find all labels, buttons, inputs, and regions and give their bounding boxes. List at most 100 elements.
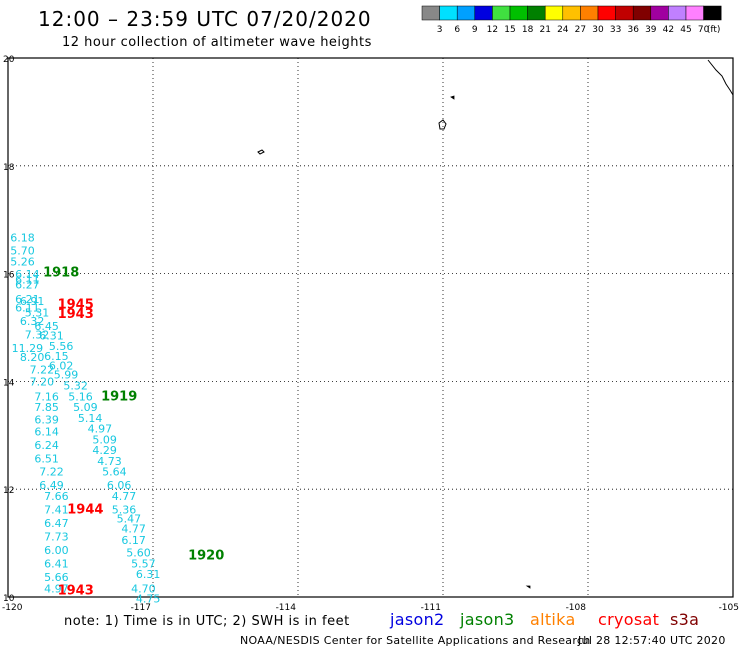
swh-label: 4.97 [44, 583, 69, 596]
legend-swatch [527, 5, 546, 21]
satellite-altika: altika [530, 610, 576, 629]
swh-label: 6.18 [10, 231, 35, 244]
axis-tick-labels: -120 -117 -114 -111 -108 -105 10 12 14 16 18 20 [2, 55, 739, 613]
swh-label: 6.21 [15, 293, 40, 306]
swh-label: 6.06 [107, 479, 132, 492]
legend-label: 36 [627, 25, 639, 35]
island-socorro [438, 119, 447, 130]
swh-label: 5.64 [102, 466, 127, 479]
satellite-jason2: jason2 [389, 610, 445, 629]
swh-label: 5.47 [117, 513, 142, 526]
time-label: 1945 [58, 298, 94, 313]
legend-swatch [562, 5, 581, 21]
legend-swatch [421, 5, 440, 21]
legend-label: 45 [680, 25, 691, 35]
legend-swatch [650, 5, 669, 21]
y-tick-label: 14 [3, 378, 15, 388]
lat-lon-grid [8, 58, 733, 597]
swh-label: 6.00 [44, 544, 69, 557]
swh-label: 5.26 [10, 256, 35, 269]
footer-credit: NOAA/NESDIS Center for Satellite Applica… [240, 634, 591, 647]
legend-label: 15 [504, 25, 515, 35]
legend-swatch [492, 5, 511, 21]
legend-swatch [668, 5, 687, 21]
island-san-benedicto [450, 95, 455, 100]
time-label: 1943 [58, 583, 94, 598]
legend-swatch [474, 5, 493, 21]
legend-label: 9 [472, 25, 478, 35]
swh-label: 6.02 [49, 360, 74, 373]
legend-label: 6 [454, 25, 460, 35]
swh-label: 5.36 [112, 503, 137, 516]
time-label: 1919 [101, 389, 137, 404]
legend-label: 18 [522, 25, 534, 35]
swh-label: 5.09 [92, 433, 117, 446]
coastline-features [257, 59, 734, 589]
x-tick-label: -120 [2, 603, 23, 613]
swh-label: 4.75 [136, 592, 161, 605]
swh-label: 7.16 [34, 390, 59, 403]
swh-label: 5.14 [78, 412, 103, 425]
swh-label: 6.27 [15, 279, 40, 292]
swh-label: 7.85 [34, 401, 59, 414]
swh-label: 7.66 [44, 490, 69, 503]
swh-label: 6.17 [121, 534, 146, 547]
swh-label: 5.70 [10, 245, 35, 258]
swh-label: 7.22 [30, 363, 55, 376]
swh-label: 6.51 [34, 452, 59, 465]
swh-label: 5.60 [126, 547, 151, 560]
legend-label: 42 [663, 25, 674, 35]
footer-note: note: 1) Time is in UTC; 2) SWH is in fe… [64, 614, 350, 629]
legend-swatch [632, 5, 652, 21]
swh-label: 5.09 [73, 401, 98, 414]
swh-label: 4.77 [121, 522, 146, 535]
swh-label: 6.14 [15, 268, 40, 281]
swh-label: 7.32 [25, 328, 50, 341]
chart-title: 12:00 – 23:59 UTC 07/20/2020 [38, 7, 372, 31]
island-clipperton [525, 585, 531, 589]
satellite-jason3: jason3 [459, 610, 515, 629]
swh-label: 6.31 [136, 568, 161, 581]
footer-timestamp: Jul 28 12:57:40 UTC 2020 [577, 634, 726, 647]
swh-label: 6.32 [20, 315, 45, 328]
swh-label: 6.39 [34, 413, 59, 426]
legend-label: 12 [487, 25, 498, 35]
x-tick-label: -114 [276, 603, 297, 613]
time-label: 1943 [58, 307, 94, 322]
swh-label: 6.15 [44, 350, 69, 363]
coastline-baja [707, 59, 734, 96]
legend-unit: (ft) [707, 25, 721, 35]
y-tick-label: 10 [3, 594, 15, 604]
legend-label: 33 [610, 25, 621, 35]
swh-label: 11.29 [12, 342, 44, 355]
legend-label: 24 [557, 25, 569, 35]
swh-label: 4.70 [131, 583, 156, 596]
swh-label: 5.32 [63, 379, 88, 392]
swh-label: 7.20 [30, 376, 55, 389]
legend-swatch [544, 5, 564, 21]
swh-label: 6.49 [39, 479, 64, 492]
island-clarion [257, 149, 265, 155]
swh-label: 6.24 [34, 439, 59, 452]
legend-swatch [597, 5, 616, 21]
satellite-key: jason2 jason3 altika cryosat s3a [389, 610, 699, 629]
swh-label: 5.99 [54, 369, 79, 382]
swh-label: 5.57 [131, 557, 156, 570]
time-label: 1920 [188, 548, 224, 563]
x-tick-label: -111 [421, 603, 441, 613]
satellite-cryosat: cryosat [598, 610, 659, 629]
legend-swatch [703, 5, 722, 21]
y-tick-label: 18 [3, 163, 15, 173]
swh-label: 5.16 [68, 390, 93, 403]
swh-label: 8.20 [20, 351, 45, 364]
legend-swatch [439, 5, 458, 21]
y-tick-label: 16 [3, 271, 15, 281]
legend-swatch [456, 5, 476, 21]
swh-label: 6.41 [44, 557, 69, 570]
legend-label: 27 [575, 25, 586, 35]
swh-label: 6.11 [15, 301, 40, 314]
swh-label: 4.97 [88, 423, 113, 436]
